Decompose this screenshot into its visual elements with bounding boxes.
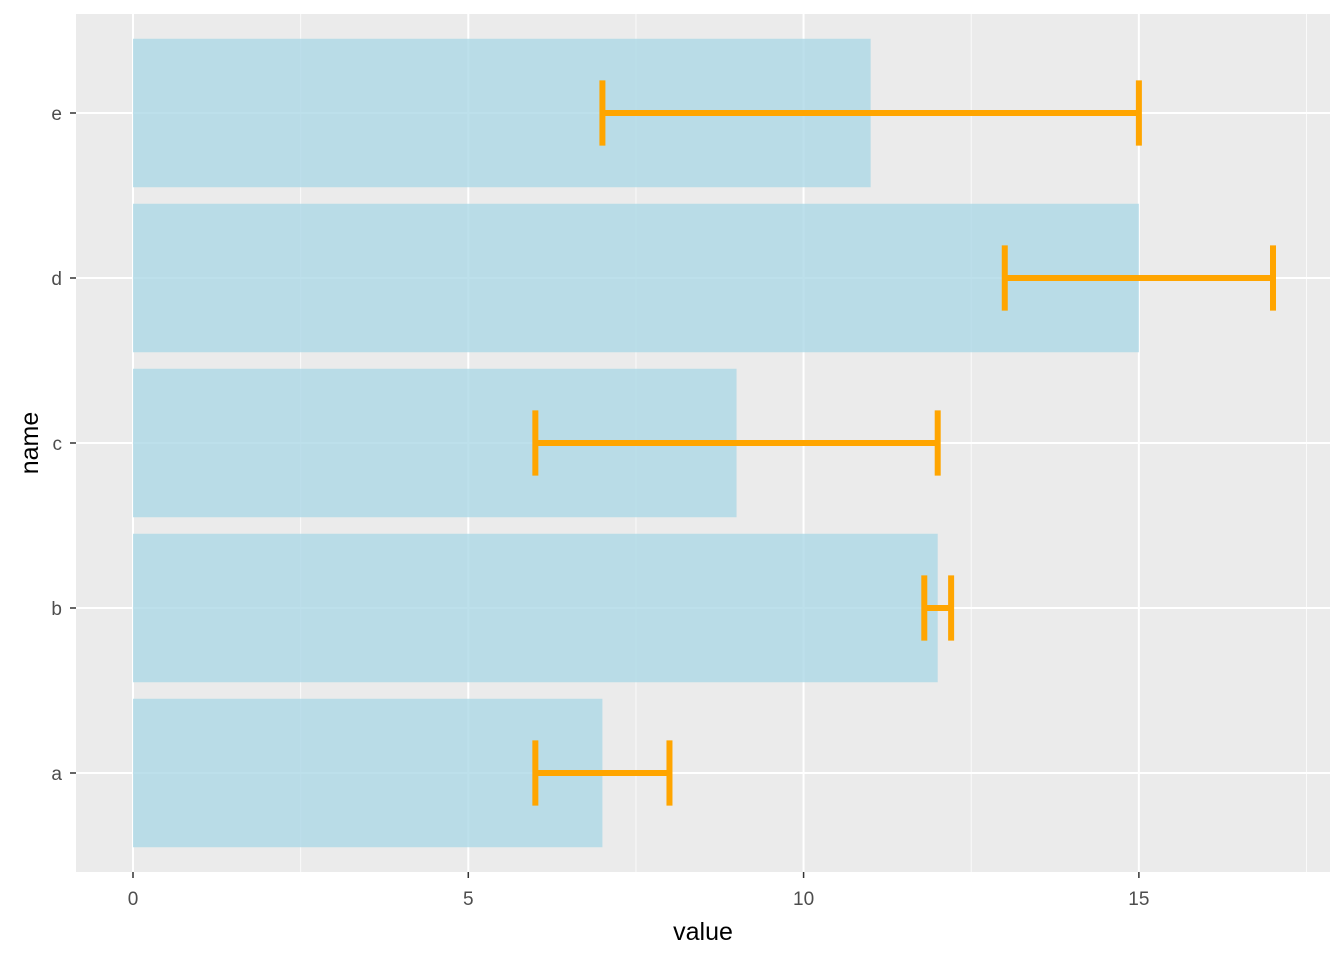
bar-d: [133, 203, 1139, 353]
y-tick-label: a: [51, 764, 62, 785]
y-axis-title: name: [16, 412, 44, 475]
x-tick-label: 15: [1128, 889, 1149, 910]
x-axis-title: value: [673, 918, 733, 946]
y-tick-label: e: [51, 104, 62, 125]
bar-a: [133, 698, 603, 848]
y-axis: a b c d e: [51, 104, 76, 785]
y-tick-label: b: [51, 599, 62, 620]
x-tick-label: 5: [463, 889, 474, 910]
y-tick-label: c: [53, 434, 63, 455]
y-tick-label: d: [51, 269, 62, 290]
x-tick-label: 0: [128, 889, 139, 910]
bar-b: [133, 533, 938, 683]
x-axis: 0 5 10 15: [128, 872, 1149, 910]
error-bars: [532, 80, 1276, 806]
x-tick-label: 10: [793, 889, 814, 910]
